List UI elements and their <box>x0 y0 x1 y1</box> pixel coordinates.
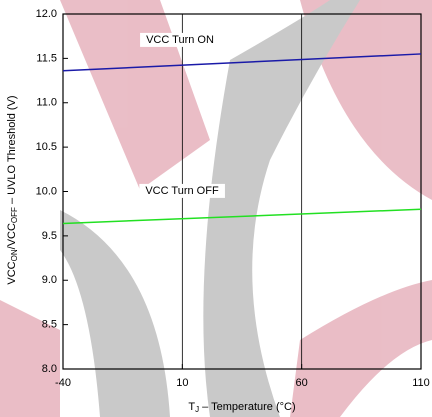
series-label: VCC Turn OFF <box>145 185 219 197</box>
series-line <box>62 208 422 225</box>
y-tick-label: 11.5 <box>36 52 57 64</box>
x-tick-label: -40 <box>55 377 71 389</box>
y-tick-label: 8.5 <box>42 319 57 331</box>
series-label: VCC Turn ON <box>146 34 214 46</box>
y-tick-label: 8.0 <box>42 363 57 375</box>
y-tick-label: 9.0 <box>42 274 57 286</box>
series-label-bg <box>139 183 225 198</box>
plot-frame <box>62 13 422 370</box>
y-tick-label: 10.0 <box>36 185 57 197</box>
y-tick-label: 12.0 <box>36 8 57 20</box>
y-tick-label: 11.0 <box>36 97 57 109</box>
x-tick-label: 60 <box>296 377 308 389</box>
y-axis-label: VCCON/VCCOFF – UVLO Threshold (V) <box>6 95 19 284</box>
series-label-bg <box>140 32 220 47</box>
x-axis-label: TJ – Temperature (°C) <box>188 401 295 414</box>
y-tick-label: 10.5 <box>36 141 57 153</box>
y-tick-label: 9.5 <box>42 230 57 242</box>
series-line <box>62 53 422 72</box>
x-tick-label: 110 <box>412 377 430 389</box>
x-tick-label: 10 <box>176 377 188 389</box>
